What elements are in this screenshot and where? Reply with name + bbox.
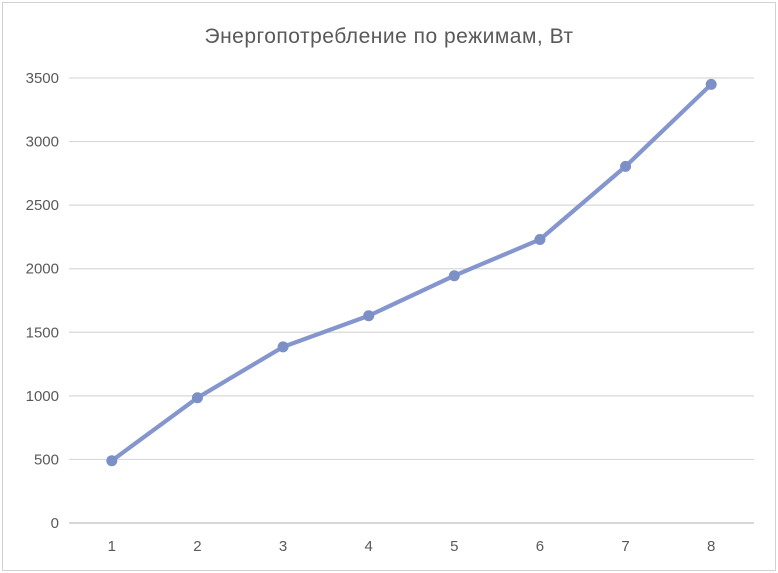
data-point-marker — [363, 310, 375, 322]
data-point-marker — [705, 78, 717, 90]
data-point-marker — [191, 392, 203, 404]
y-axis-tick-label: 1000 — [26, 388, 59, 405]
x-axis-tick-label: 3 — [279, 538, 287, 555]
y-axis-tick-label: 0 — [51, 515, 59, 532]
y-axis-tick-label: 3500 — [26, 70, 59, 87]
chart-title: Энергопотребление по режимам, Вт — [204, 25, 574, 48]
x-axis-tick-label: 2 — [193, 538, 201, 555]
series-line — [109, 82, 714, 463]
x-axis-tick-label: 5 — [450, 538, 458, 555]
x-axis-tick-label: 1 — [108, 538, 116, 555]
y-axis-tick-label: 3000 — [26, 134, 59, 151]
x-axis-tick-label: 7 — [621, 538, 629, 555]
y-axis-tick-label: 500 — [34, 451, 59, 468]
line-chart-plot-area: 0 500 1000 1500 2000 2500 3000 3500 1 2 3 4 5 6 7 8 — [26, 70, 754, 555]
x-axis-tick-label: 8 — [707, 538, 715, 555]
y-axis-tick-label: 2000 — [26, 261, 59, 278]
x-axis-tick-label: 6 — [536, 538, 544, 555]
data-point-marker — [448, 270, 460, 282]
y-axis-tick-label: 1500 — [26, 324, 59, 341]
data-point-marker — [277, 341, 289, 353]
y-axis-tick-label: 2500 — [26, 197, 59, 214]
data-point-marker — [534, 233, 546, 245]
x-axis-tick-label: 4 — [365, 538, 373, 555]
data-point-marker — [620, 160, 632, 172]
data-point-marker — [106, 455, 118, 467]
